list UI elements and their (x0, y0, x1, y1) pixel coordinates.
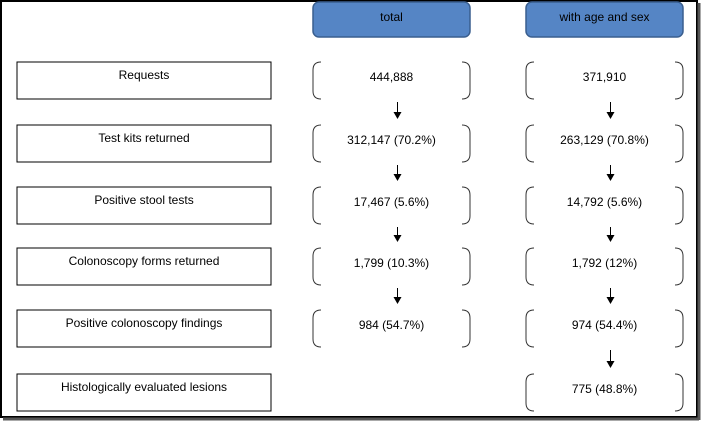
row-label-box (16, 124, 272, 163)
bracket-right (674, 124, 684, 163)
value: 1,799 (10.3%) (354, 256, 429, 270)
bracket-right (674, 309, 684, 348)
row-label: Positive colonoscopy findings (66, 316, 223, 330)
value: 974 (54.4%) (572, 318, 637, 332)
bracket-right (461, 309, 471, 348)
bracket-left (525, 186, 535, 225)
value: 14,792 (5.6%) (567, 195, 642, 209)
value: 312,147 (70.2%) (347, 133, 436, 147)
bracket-right (461, 124, 471, 163)
value: 984 (54.7%) (359, 318, 424, 332)
bracket-left (525, 247, 535, 286)
column-header (525, 1, 684, 38)
bracket-left (525, 309, 535, 348)
arrow-head (606, 174, 615, 181)
arrow-head (606, 297, 615, 304)
bracket-left (312, 247, 322, 286)
arrow-head (393, 235, 402, 242)
bracket-left (312, 124, 322, 163)
arrow-head (606, 361, 615, 368)
bracket-left (312, 186, 322, 225)
bracket-left (312, 61, 322, 100)
row-label: Colonoscopy forms returned (69, 254, 220, 268)
bracket-left (525, 373, 535, 412)
row-label: Test kits returned (98, 131, 189, 145)
bracket-right (674, 373, 684, 412)
bracket-right (461, 247, 471, 286)
value: 775 (48.8%) (572, 382, 637, 396)
content: total with age and sex Requests 444,888 371,… (16, 1, 684, 412)
row-label: Positive stool tests (94, 193, 193, 207)
row-label-box (16, 61, 272, 100)
row-label: Histologically evaluated lesions (61, 380, 227, 394)
row-label-box (16, 309, 272, 348)
bracket-left (312, 309, 322, 348)
bracket-left (525, 61, 535, 100)
value: 444,888 (370, 70, 414, 84)
value: 17,467 (5.6%) (354, 195, 429, 209)
row-label-box (16, 186, 272, 225)
bracket-right (461, 186, 471, 225)
bracket-right (674, 247, 684, 286)
row-label-box (16, 373, 272, 412)
column-header-label: with age and sex (558, 10, 649, 24)
column-header-label: total (380, 10, 403, 24)
bracket-right (674, 186, 684, 225)
row-label-box (16, 247, 272, 286)
bracket-right (674, 61, 684, 100)
value: 263,129 (70.8%) (560, 133, 649, 147)
arrow-head (393, 174, 402, 181)
arrow-head (393, 112, 402, 119)
arrow-head (393, 297, 402, 304)
arrow-head (606, 235, 615, 242)
value: 1,792 (12%) (572, 256, 637, 270)
arrow-head (606, 112, 615, 119)
column-header (312, 1, 471, 38)
row-label: Requests (119, 68, 170, 82)
bracket-left (525, 124, 535, 163)
value: 371,910 (583, 70, 627, 84)
bracket-right (461, 61, 471, 100)
